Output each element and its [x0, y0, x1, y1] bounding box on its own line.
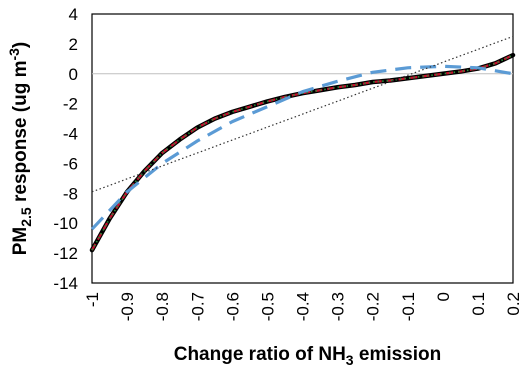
x-tick-label: 0 — [434, 292, 453, 301]
series-line-green-dotted — [91, 54, 514, 251]
series-line-linear-dotted — [91, 35, 514, 193]
plot-area-border — [91, 13, 514, 284]
y-tick-label: 2 — [69, 35, 78, 54]
y-tick-label: -4 — [63, 125, 78, 144]
x-tick-label: -0.3 — [329, 292, 348, 321]
x-tick-label: -0.1 — [399, 292, 418, 321]
y-axis-title: PM2.5 response (ug m-3) — [6, 42, 34, 256]
y-tick-label: -2 — [63, 95, 78, 114]
x-tick-label: -1 — [83, 292, 102, 307]
x-tick-label: -0.9 — [118, 292, 137, 321]
x-axis-title: Change ratio of NH3 emission — [174, 344, 442, 367]
series-line-blue-long-dash — [90, 64, 514, 231]
x-tick-label: 0.2 — [504, 292, 520, 316]
x-tick-label: -0.4 — [294, 292, 313, 321]
x-tick-label: -0.8 — [153, 292, 172, 321]
y-tick-label: -10 — [53, 214, 78, 233]
x-tick-label: -0.7 — [188, 292, 207, 321]
series-line-black-solid — [89, 52, 516, 253]
x-tick-label: 0.1 — [469, 292, 488, 316]
y-tick-label: 4 — [69, 5, 78, 24]
y-tick-label: -14 — [53, 274, 78, 293]
x-tick-label: -0.5 — [258, 292, 277, 321]
y-tick-label: -12 — [53, 244, 78, 263]
x-tick-label: -0.2 — [364, 292, 383, 321]
x-tick-label: -0.6 — [223, 292, 242, 321]
series-line-red-dashed — [91, 54, 514, 251]
y-tick-label: 0 — [69, 65, 78, 84]
y-tick-label: -6 — [63, 154, 78, 173]
y-tick-label: -8 — [63, 184, 78, 203]
